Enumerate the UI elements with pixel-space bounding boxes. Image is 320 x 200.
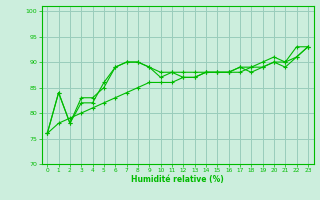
X-axis label: Humidité relative (%): Humidité relative (%): [131, 175, 224, 184]
